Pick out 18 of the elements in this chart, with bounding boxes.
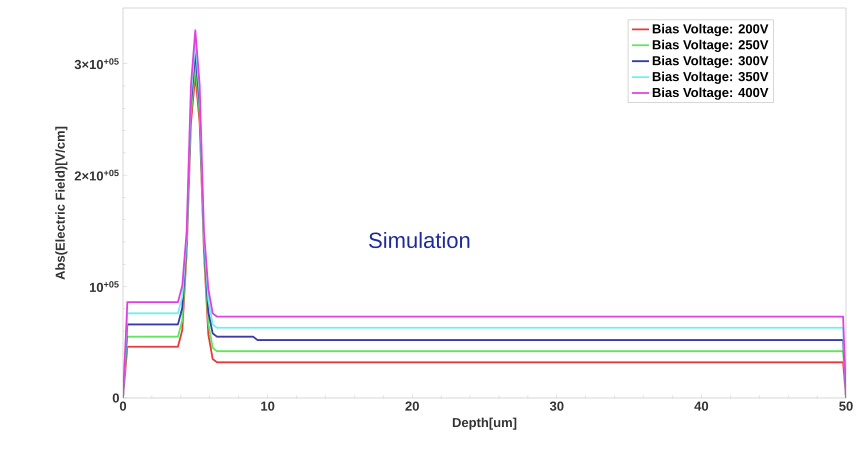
x-axis-title: Depth[um] <box>452 418 516 430</box>
x-tick-label: 50 <box>839 402 853 411</box>
y-tick-label: 2×10$^{+05}$ <box>74 170 119 181</box>
x-tick-label: 30 <box>550 402 564 411</box>
x-tick-label: 0 <box>120 402 126 411</box>
y-axis-title: Abs(Electric Field)[V/cm] <box>55 126 68 280</box>
legend-label: Bias Voltage: 250V <box>652 40 768 52</box>
y-tick-label: 10$^{+05}$ <box>90 281 119 292</box>
x-tick-label: 10 <box>261 402 274 411</box>
legend-label: Bias Voltage: 400V <box>652 88 768 100</box>
annotation: Simulation <box>369 232 470 248</box>
x-tick-label: 20 <box>405 402 419 411</box>
legend-label: Bias Voltage: 300V <box>652 56 768 68</box>
legend-label: Bias Voltage: 200V <box>652 24 768 36</box>
y-tick-label: 3×10$^{+05}$ <box>74 58 119 70</box>
y-tick-label: 0 <box>112 393 119 403</box>
legend-label: Bias Voltage: 350V <box>652 72 768 84</box>
x-tick-label: 40 <box>694 402 708 411</box>
